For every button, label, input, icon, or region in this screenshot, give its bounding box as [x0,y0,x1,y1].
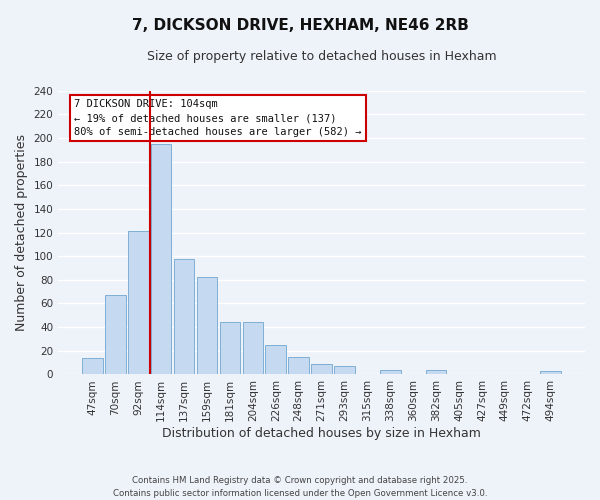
Bar [105,295,125,374]
Bar [289,356,309,374]
X-axis label: Distribution of detached houses by size in Hexham: Distribution of detached houses by size … [162,427,481,440]
Bar [197,278,217,374]
Bar [334,366,355,374]
Text: Contains HM Land Registry data © Crown copyright and database right 2025.
Contai: Contains HM Land Registry data © Crown c… [113,476,487,498]
Bar [128,232,149,374]
Bar [174,258,194,374]
Bar [151,144,172,374]
Bar [82,358,103,374]
Bar [426,370,446,374]
Text: 7 DICKSON DRIVE: 104sqm
← 19% of detached houses are smaller (137)
80% of semi-d: 7 DICKSON DRIVE: 104sqm ← 19% of detache… [74,99,361,137]
Title: Size of property relative to detached houses in Hexham: Size of property relative to detached ho… [147,50,496,63]
Bar [242,322,263,374]
Bar [311,364,332,374]
Bar [220,322,240,374]
Bar [380,370,401,374]
Bar [265,345,286,374]
Text: 7, DICKSON DRIVE, HEXHAM, NE46 2RB: 7, DICKSON DRIVE, HEXHAM, NE46 2RB [131,18,469,32]
Y-axis label: Number of detached properties: Number of detached properties [15,134,28,331]
Bar [541,371,561,374]
